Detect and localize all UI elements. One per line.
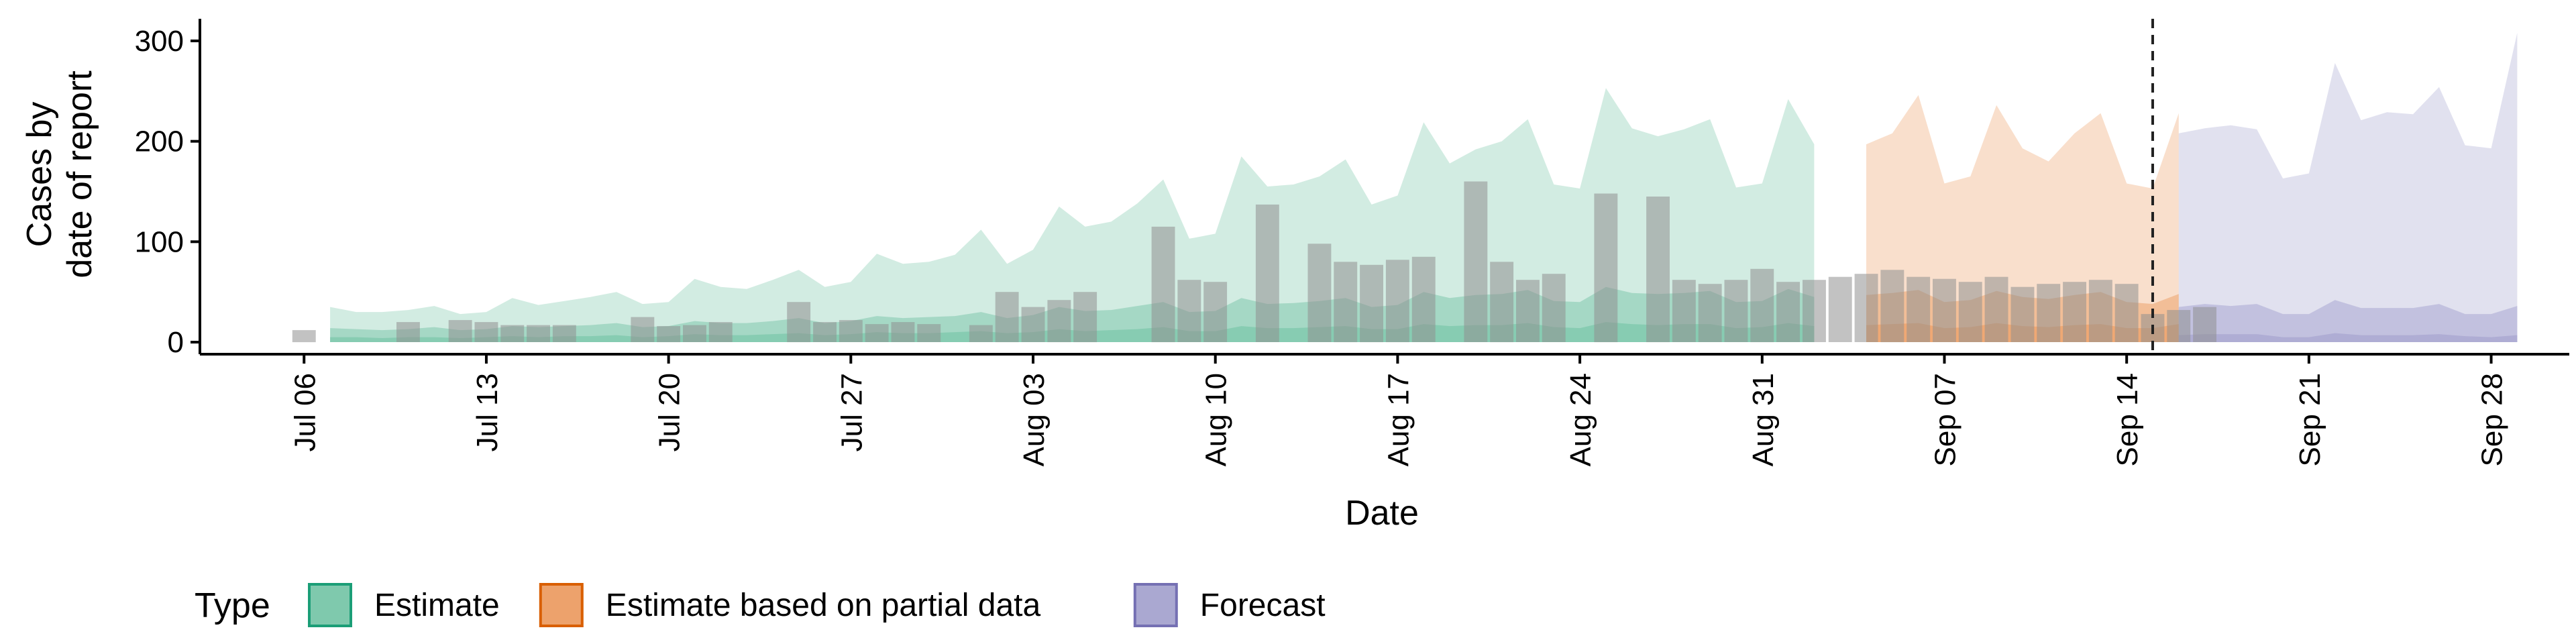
y-tick-label: 300 (135, 25, 184, 58)
observed-bar (1490, 262, 1514, 343)
area-2-inner-band (2178, 333, 2518, 342)
observed-bar (1880, 270, 1904, 343)
observed-bar (891, 322, 915, 342)
observed-bar (787, 302, 811, 343)
observed-bar (1411, 256, 1436, 342)
observed-bar (1021, 307, 1045, 342)
area-2-outer-band (2178, 33, 2518, 342)
axes (199, 19, 2569, 356)
x-tick-label: Aug 24 (1564, 373, 1597, 466)
y-tick-label: 0 (168, 326, 184, 359)
observed-bar (1750, 268, 1774, 343)
observed-bar (657, 326, 681, 343)
observed-bar (1724, 280, 1748, 342)
legend-swatch (539, 583, 584, 627)
x-tick-label: Aug 10 (1200, 373, 1233, 466)
observed-bar (1803, 280, 1826, 342)
area-0-outer-band (330, 88, 1815, 343)
observed-bar (1854, 274, 1878, 342)
observed-bar (865, 324, 889, 342)
observed-bar (527, 325, 550, 342)
observed-bar (2037, 284, 2061, 342)
observed-bar (2010, 286, 2035, 342)
observed-bar (1307, 244, 1332, 342)
observed-bar (1594, 193, 1618, 343)
observed-bar (813, 322, 837, 342)
y-axis-label-line-1: Cases by (20, 102, 59, 248)
legend-label: Estimate (374, 588, 500, 623)
x-tick-label: Sep 14 (2111, 373, 2144, 466)
y-tick-label: 200 (135, 125, 184, 158)
x-tick-label: Sep 07 (1929, 373, 1962, 466)
observed-bars (292, 181, 2216, 343)
observed-bar (1672, 280, 1696, 342)
observed-bar (500, 325, 525, 342)
x-tick-label: Jul 13 (471, 373, 504, 451)
observed-bar (2063, 282, 2086, 342)
observed-bar (969, 325, 993, 342)
observed-bar (839, 320, 863, 342)
y-tick-label: 100 (135, 225, 184, 258)
observed-bar (1255, 204, 1279, 342)
observed-bar (2114, 284, 2139, 342)
observed-bar (1907, 276, 1931, 342)
observed-bar (1151, 226, 1175, 343)
y-axis-ticks: 0 100 200 300 (135, 25, 200, 359)
x-tick-label: Aug 03 (1018, 373, 1051, 466)
observed-bar (1047, 300, 1071, 343)
legend-label: Estimate based on partial data (606, 588, 1041, 623)
observed-bar (292, 330, 316, 343)
observed-bar (631, 317, 655, 342)
observed-bar (2088, 280, 2112, 342)
legend-label: Forecast (1200, 588, 1326, 623)
observed-bar (1073, 292, 1097, 343)
observed-bar (1958, 282, 1982, 342)
observed-bar (552, 325, 576, 342)
area-2-mid-band (2178, 300, 2518, 342)
observed-bar (1542, 274, 1566, 342)
observed-bar (708, 322, 733, 342)
observed-bar (917, 324, 941, 342)
observed-bar (448, 320, 472, 342)
observed-bar (1933, 278, 1956, 342)
observed-bar (1776, 282, 1800, 342)
observed-bar (1360, 264, 1383, 343)
observed-bar (1385, 260, 1409, 343)
observed-bar (2193, 307, 2216, 342)
observed-bar (683, 325, 706, 342)
x-tick-label: Sep 28 (2476, 373, 2509, 466)
observed-bar (1698, 284, 1722, 342)
observed-bar (1464, 181, 1488, 342)
x-tick-label: Sep 21 (2294, 373, 2326, 466)
x-tick-label: Jul 27 (835, 373, 868, 451)
legend-swatch (1133, 583, 1178, 627)
x-tick-label: Aug 31 (1747, 373, 1780, 466)
legend: Type Estimate Estimate based on partial da… (195, 583, 1326, 627)
observed-bar (2167, 310, 2191, 342)
observed-bar (1203, 282, 1228, 342)
y-axis-label-line-2: date of report (60, 70, 99, 278)
x-axis-label: Date (1345, 494, 1419, 533)
x-tick-label: Aug 17 (1382, 373, 1415, 466)
observed-bar (474, 322, 498, 342)
observed-bar (995, 292, 1019, 343)
observed-bar (1177, 280, 1201, 342)
observed-bar (1334, 262, 1358, 343)
observed-bar (1984, 276, 2008, 342)
observed-bar (1828, 276, 1852, 342)
x-tick-label: Jul 06 (288, 373, 321, 451)
observed-bar (396, 322, 420, 342)
legend-title: Type (195, 586, 270, 625)
x-tick-label: Jul 20 (653, 373, 686, 451)
observed-bar (1646, 197, 1670, 343)
observed-bar (1516, 280, 1540, 342)
x-axis-ticks: Jul 06 Jul 13 Jul 20 Jul 27 Aug 03 Aug 10 Aug … (288, 354, 2509, 466)
legend-swatch (308, 583, 352, 627)
